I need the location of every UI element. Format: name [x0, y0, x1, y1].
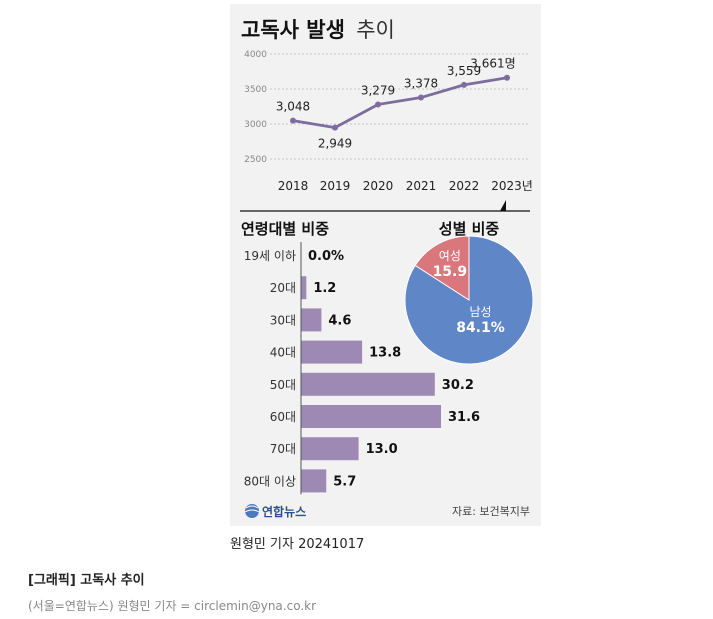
line-point: [332, 124, 338, 131]
byline: (서울=연합뉴스) 원형민 기자 = circlemin@yna.co.kr: [28, 599, 317, 613]
bar: [301, 340, 363, 364]
x-tick-label: 2018: [278, 179, 309, 193]
pie-value-label: 84.1%: [456, 320, 505, 336]
bar-value-label: 4.6: [328, 313, 351, 328]
x-tick-label: 2023년: [491, 179, 533, 193]
bar-category-label: 70대: [270, 442, 296, 456]
x-tick-label: 2019: [320, 179, 351, 193]
bar-category-label: 30대: [270, 313, 296, 327]
line-point: [290, 117, 296, 124]
line-point: [504, 74, 510, 81]
pie-value-label: 15.9: [433, 264, 468, 280]
bar-value-label: 13.0: [366, 442, 398, 457]
infographic-panel: 고독사 발생 추이 4000 3500 3000 2500 3,048 2,949 3,27…: [230, 4, 541, 526]
y-tick-label: 4000: [244, 50, 267, 60]
svg-text:고독사 발생 추이: 고독사 발생 추이: [241, 18, 395, 42]
logo-text: 연합뉴스: [262, 504, 306, 519]
pie-category-label: 남성: [469, 305, 491, 319]
line-chart: 4000 3500 3000 2500 3,048 2,949 3,279 3,378 3,55…: [240, 50, 533, 212]
title-bold: 고독사 발생: [241, 18, 345, 42]
line-value-label: 3,378: [404, 77, 438, 91]
line-value-label: 3,559: [447, 64, 481, 78]
x-tick-label: 2020: [363, 179, 394, 193]
bar: [301, 308, 322, 332]
bar: [301, 372, 435, 396]
logo-globe-icon: [245, 504, 259, 518]
bar-category-label: 50대: [270, 378, 296, 392]
line-point: [418, 94, 424, 101]
bar-category-label: 60대: [270, 410, 296, 424]
bar-category-label: 19세 이하: [244, 249, 296, 263]
pie-chart-title: 성별 비중: [439, 220, 500, 238]
x-tick-label: 2022: [449, 179, 480, 193]
caption-title: [그래픽] 고독사 추이: [28, 573, 145, 588]
yonhap-logo: 연합뉴스: [244, 504, 306, 519]
bar-category-label: 80대 이상: [244, 474, 296, 488]
bar-category-label: 20대: [270, 281, 296, 295]
bar-value-label: 5.7: [333, 474, 356, 489]
line-value-label: 3,048: [276, 100, 310, 114]
callout-pointer-icon: [500, 200, 506, 211]
line-series: [292, 76, 508, 129]
title-light: 추이: [356, 18, 395, 42]
logo-wave-icon: [244, 505, 260, 513]
infographic-svg: 고독사 발생 추이 4000 3500 3000 2500 3,048 2,949 3,27…: [240, 18, 534, 519]
bar: [301, 469, 327, 493]
bar-value-label: 1.2: [313, 281, 336, 296]
y-tick-label: 3000: [244, 120, 267, 130]
line-value-label: 3,279: [361, 83, 395, 97]
y-tick-label: 2500: [244, 155, 267, 165]
pie-category-label: 여성: [439, 249, 461, 263]
bar-chart-title: 연령대별 비중: [241, 220, 329, 238]
line-value-label: 3,661명: [470, 57, 515, 71]
bar: [301, 437, 359, 461]
x-tick-label: 2021: [406, 179, 437, 193]
line-point: [375, 101, 381, 108]
bar-value-label: 31.6: [448, 410, 480, 425]
credit-line: 원형민 기자 20241017: [230, 537, 365, 552]
line-value-label: 2,949: [318, 137, 352, 151]
line-point: [461, 81, 467, 88]
y-tick-label: 3500: [244, 85, 267, 95]
bar-category-label: 40대: [270, 346, 296, 360]
bar: [301, 276, 307, 300]
bar-chart: 연령대별 비중 19세 이하 0.0% 20대 1.2 30대 4.6 40대 13.8 50대 3…: [241, 220, 480, 495]
bar-value-label: 0.0%: [308, 249, 344, 264]
bar-value-label: 13.8: [369, 346, 401, 361]
bar-value-label: 30.2: [442, 378, 474, 393]
pie-slice: [414, 235, 470, 301]
bar: [301, 405, 441, 428]
source-label: 자료: 보건복지부: [452, 505, 530, 518]
